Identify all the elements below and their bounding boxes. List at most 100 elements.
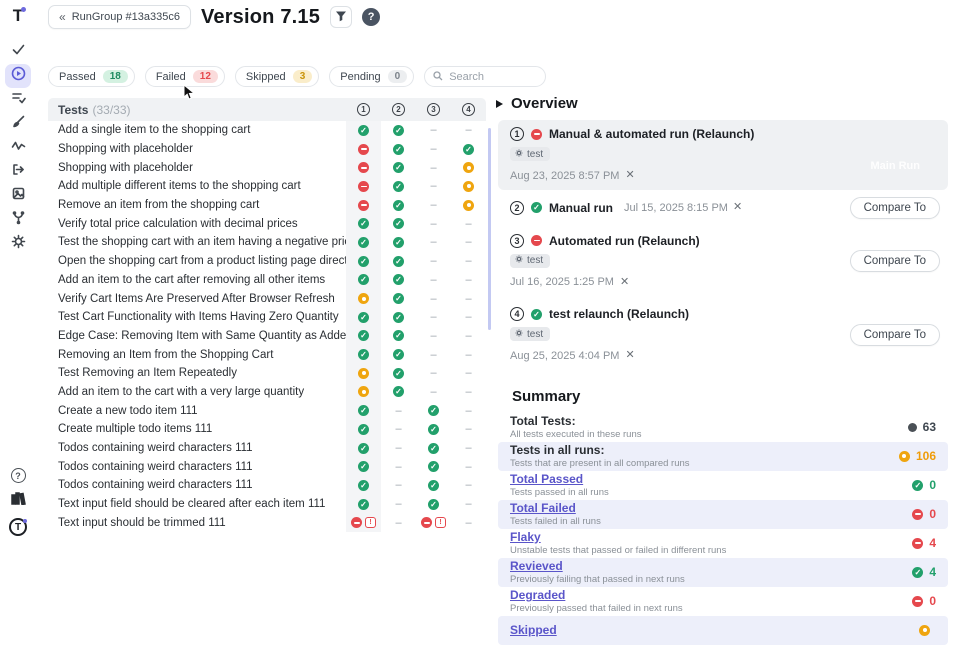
panel-resize-handle[interactable] — [488, 128, 491, 330]
summary-count: 106 — [916, 449, 936, 463]
no-result-dash: – — [395, 423, 401, 435]
test-row[interactable]: Create a new todo item 111–– — [48, 401, 486, 420]
test-row[interactable]: Verify total price calculation with deci… — [48, 214, 486, 233]
remove-run-icon[interactable]: ✕ — [625, 350, 634, 361]
run-item[interactable]: 1Manual & automated run (Relaunch)testAu… — [498, 120, 948, 190]
filter-chip-skipped[interactable]: Skipped3 — [235, 66, 319, 87]
status-passed-icon — [358, 499, 369, 510]
test-row[interactable]: Text input should be trimmed 111!–!– — [48, 513, 486, 532]
summary-label-link[interactable]: Flaky — [510, 530, 726, 544]
status-passed-icon — [912, 480, 923, 491]
summary-label-link[interactable]: Degraded — [510, 588, 683, 602]
search-box[interactable] — [424, 66, 546, 87]
no-result-dash: – — [465, 311, 471, 323]
test-row[interactable]: Add an item to the cart after removing a… — [48, 271, 486, 290]
summary-row-text: Total Tests:All tests executed in these … — [510, 414, 642, 440]
funnel-icon — [335, 10, 347, 25]
library-icon[interactable] — [10, 491, 26, 510]
run-name: Automated run (Relaunch) — [549, 234, 700, 248]
sidebar-item-activity[interactable] — [5, 136, 31, 160]
test-row[interactable]: Shopping with placeholder– — [48, 140, 486, 159]
status-cell — [451, 140, 486, 159]
test-row[interactable]: Text input field should be cleared after… — [48, 495, 486, 514]
comment-badge[interactable]: ! — [435, 517, 446, 528]
test-row[interactable]: Test Cart Functionality with Items Havin… — [48, 308, 486, 327]
sidebar-item-checks[interactable] — [5, 40, 31, 64]
mouse-cursor — [183, 84, 195, 106]
status-cell: – — [451, 308, 486, 327]
compare-to-button[interactable]: Compare To — [850, 250, 940, 272]
test-name: Add a single item to the shopping cart — [48, 121, 346, 140]
status-cell — [416, 439, 451, 458]
test-row[interactable]: Test the shopping cart with an item havi… — [48, 233, 486, 252]
test-row[interactable]: Add multiple different items to the shop… — [48, 177, 486, 196]
sidebar-item-brush[interactable] — [5, 112, 31, 136]
search-input[interactable] — [449, 71, 529, 83]
sidebar-item-import[interactable] — [5, 160, 31, 184]
test-name: Todos containing weird characters 111 — [48, 476, 346, 495]
filter-button[interactable] — [330, 6, 352, 28]
status-passed-icon — [358, 405, 369, 416]
status-passed-icon — [393, 386, 404, 397]
test-row[interactable]: Verify Cart Items Are Preserved After Br… — [48, 289, 486, 308]
sidebar-item-settings[interactable] — [5, 232, 31, 256]
status-cell: – — [451, 401, 486, 420]
run-item[interactable]: 3Automated run (Relaunch)testJul 16, 202… — [498, 227, 948, 297]
sidebar-item-screenshots[interactable] — [5, 184, 31, 208]
summary-label-link[interactable]: Skipped — [510, 623, 557, 637]
remove-run-icon[interactable]: ✕ — [733, 202, 742, 213]
run-item[interactable]: 2Manual runJul 15, 2025 8:15 PM✕Compare … — [498, 194, 948, 223]
page-title: Version 7.15 — [201, 6, 320, 29]
filter-chip-pending[interactable]: Pending0 — [329, 66, 414, 87]
test-row[interactable]: Removing an Item from the Shopping Cart–… — [48, 345, 486, 364]
summary-label-link[interactable]: Revieved — [510, 559, 685, 573]
comment-badge[interactable]: ! — [365, 517, 376, 528]
status-cell — [346, 364, 381, 383]
summary-row: DegradedPreviously passed that failed in… — [498, 587, 948, 616]
test-row[interactable]: Remove an item from the shopping cart– — [48, 196, 486, 215]
compare-to-button[interactable]: Compare To — [850, 197, 940, 219]
test-row[interactable]: Todos containing weird characters 111–– — [48, 439, 486, 458]
test-row[interactable]: Open the shopping cart from a product li… — [48, 252, 486, 271]
filter-chip-passed[interactable]: Passed18 — [48, 66, 135, 87]
test-row[interactable]: Create multiple todo items 111–– — [48, 420, 486, 439]
summary-label-link[interactable]: Total Passed — [510, 472, 609, 486]
no-result-dash: – — [430, 293, 436, 305]
test-name: Test Cart Functionality with Items Havin… — [48, 308, 346, 327]
compare-to-button[interactable]: Compare To — [850, 324, 940, 346]
status-cell — [381, 121, 416, 140]
status-cell — [346, 271, 381, 290]
test-row[interactable]: Shopping with placeholder– — [48, 158, 486, 177]
sidebar-item-test-list[interactable] — [5, 88, 31, 112]
no-result-dash: – — [430, 162, 436, 174]
remove-run-icon[interactable]: ✕ — [625, 170, 634, 181]
run-date: Aug 25, 2025 4:04 PM✕ — [510, 350, 938, 362]
user-avatar[interactable]: T — [9, 518, 27, 536]
sidebar-item-runs[interactable] — [5, 64, 31, 88]
test-row[interactable]: Todos containing weird characters 111–– — [48, 457, 486, 476]
status-cell: – — [416, 177, 451, 196]
status-passed-icon — [358, 349, 369, 360]
status-cell — [346, 420, 381, 439]
help-button[interactable]: ? — [362, 8, 380, 26]
test-row[interactable]: Test Removing an Item Repeatedly–– — [48, 364, 486, 383]
remove-run-icon[interactable]: ✕ — [620, 277, 629, 288]
run-item[interactable]: 4test relaunch (Relaunch)testAug 25, 202… — [498, 300, 948, 370]
sidebar-item-branches[interactable] — [5, 208, 31, 232]
test-row[interactable]: Add a single item to the shopping cart–– — [48, 121, 486, 140]
summary-label-link[interactable]: Total Failed — [510, 501, 601, 515]
help-circle-icon[interactable]: ? — [11, 468, 26, 483]
status-cell — [451, 158, 486, 177]
test-row[interactable]: Edge Case: Removing Item with Same Quant… — [48, 327, 486, 346]
rungroup-back-button[interactable]: « RunGroup #13a335c6 — [48, 5, 191, 29]
no-result-dash: – — [465, 124, 471, 136]
status-passed-icon — [358, 218, 369, 229]
filter-chip-count: 18 — [103, 70, 128, 83]
test-row[interactable]: Todos containing weird characters 111–– — [48, 476, 486, 495]
status-cell — [381, 364, 416, 383]
no-result-dash: – — [465, 255, 471, 267]
no-result-dash: – — [430, 143, 436, 155]
collapse-triangle-icon[interactable] — [496, 100, 503, 108]
summary-count: 0 — [929, 507, 936, 521]
test-row[interactable]: Add an item to the cart with a very larg… — [48, 383, 486, 402]
